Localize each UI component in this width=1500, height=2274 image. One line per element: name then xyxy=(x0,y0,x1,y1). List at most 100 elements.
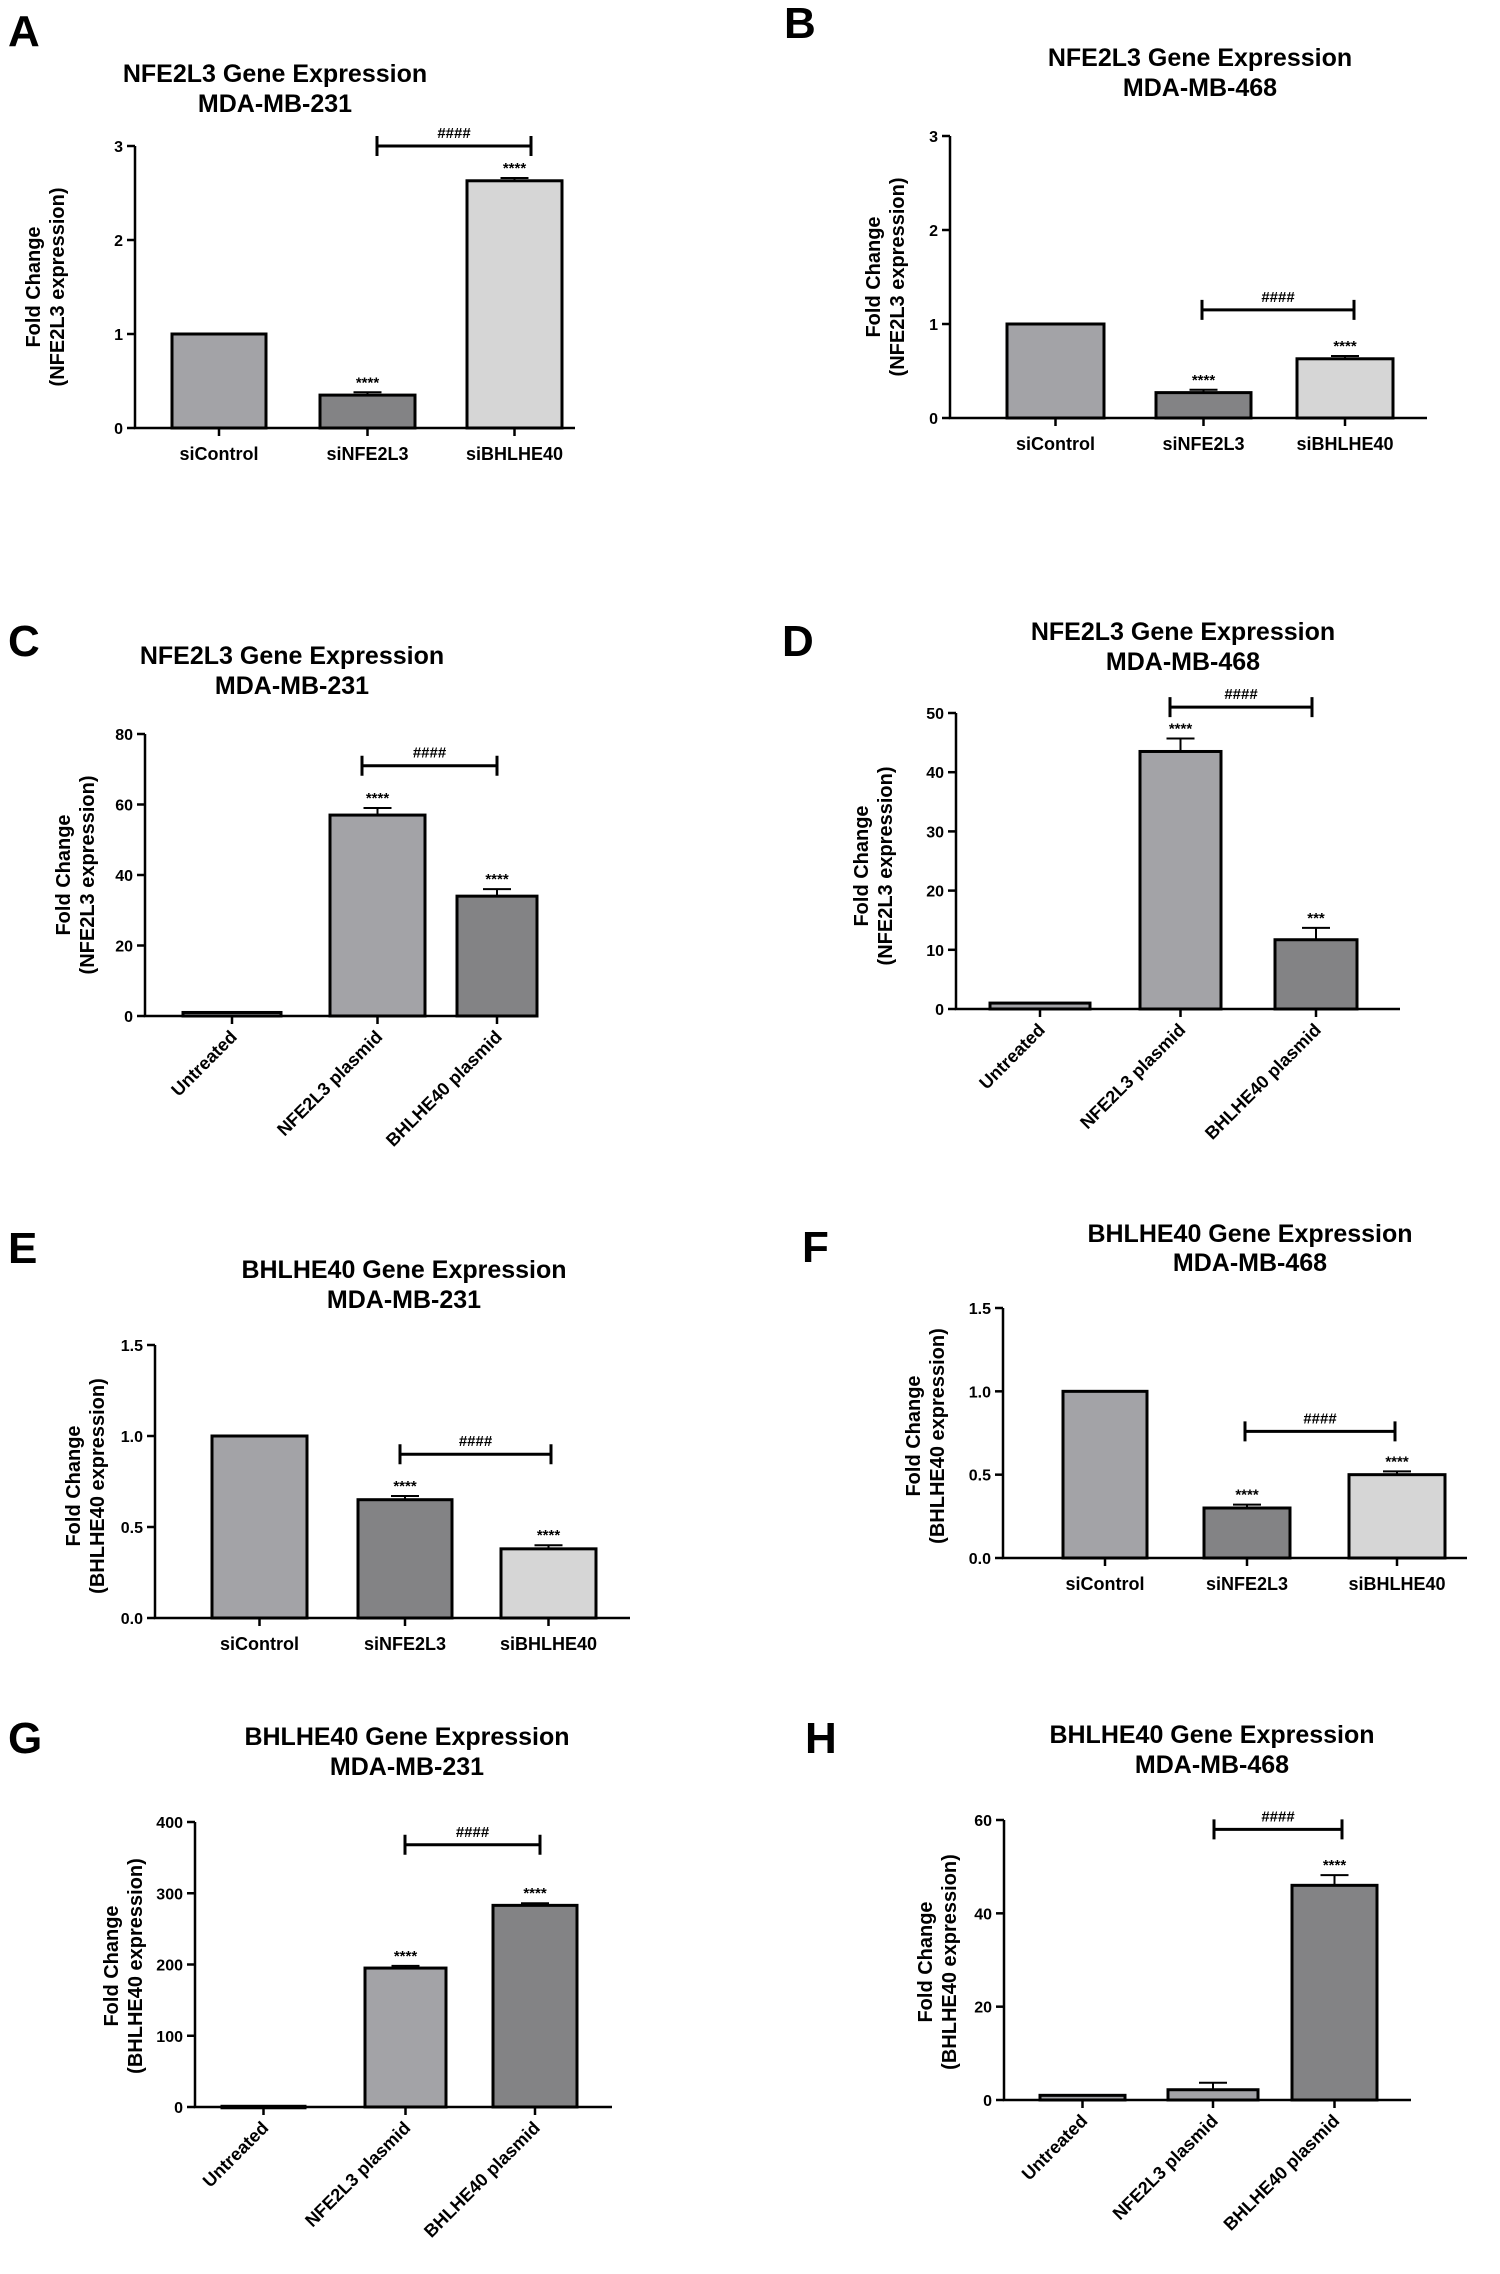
chart-subtitle: MDA-MB-468 xyxy=(1173,1249,1327,1277)
y-tick-label: 3 xyxy=(114,139,123,156)
bar-sinfe2l3 xyxy=(356,1498,454,1620)
y-tick-label: 0 xyxy=(124,1009,133,1026)
significance-label: **** xyxy=(356,374,380,391)
y-tick-label: 1 xyxy=(929,317,938,334)
bar-sibhlhe40 xyxy=(1295,357,1395,420)
significance-label: **** xyxy=(523,1885,547,1902)
bracket-label: #### xyxy=(459,1433,493,1450)
x-category-label: Untreated xyxy=(167,1027,241,1101)
x-category-label: siNFE2L3 xyxy=(326,444,408,464)
significance-label: **** xyxy=(366,790,390,807)
bar-nfe2l3-plasmid xyxy=(363,1966,448,2109)
significance-label: **** xyxy=(393,1478,417,1495)
error-bar xyxy=(1166,737,1195,752)
y-tick-label: 1.0 xyxy=(969,1384,991,1401)
bar-bhlhe40-plasmid xyxy=(1273,938,1359,1011)
panel-letter: F xyxy=(802,1223,829,1272)
chart-title: NFE2L3 Gene Expression xyxy=(140,642,444,670)
y-tick-label: 0.5 xyxy=(969,1468,991,1485)
x-category-label: Untreated xyxy=(975,1020,1049,1094)
y-tick-label: 40 xyxy=(926,765,944,782)
chart-subtitle: MDA-MB-231 xyxy=(327,1286,481,1314)
significance-label: **** xyxy=(394,1948,418,1965)
error-bar xyxy=(1199,2081,1227,2090)
y-axis-label: Fold Change (NFE2L3 expression) xyxy=(851,767,897,966)
chart-title: BHLHE40 Gene Expression xyxy=(1087,1220,1412,1248)
comparison-bracket xyxy=(1212,1819,1344,1840)
bracket-label: #### xyxy=(1261,1808,1295,1825)
chart-subtitle: MDA-MB-468 xyxy=(1106,648,1260,676)
error-bar xyxy=(1331,354,1359,359)
y-axis-label: Fold Change (NFE2L3 expression) xyxy=(863,178,909,377)
y-tick-label: 2 xyxy=(929,223,938,240)
bar-sicontrol xyxy=(1005,322,1106,420)
error-bar xyxy=(391,1964,420,1969)
chart-subtitle: MDA-MB-231 xyxy=(215,672,369,700)
y-tick-label: 2 xyxy=(114,233,123,250)
comparison-bracket xyxy=(360,755,499,776)
bar-bhlhe40-plasmid xyxy=(455,894,539,1018)
y-tick-label: 400 xyxy=(156,1815,183,1832)
x-category-label: siBHLHE40 xyxy=(500,1634,597,1654)
significance-label: **** xyxy=(503,160,527,177)
chart-subtitle: MDA-MB-468 xyxy=(1135,1751,1289,1779)
x-category-label: siControl xyxy=(180,444,259,464)
y-tick-label: 80 xyxy=(115,727,133,744)
y-tick-label: 0 xyxy=(114,421,123,438)
y-tick-label: 10 xyxy=(926,943,944,960)
y-tick-label: 300 xyxy=(156,1886,183,1903)
y-tick-label: 20 xyxy=(974,2000,992,2017)
chart-subtitle: MDA-MB-231 xyxy=(198,90,352,118)
x-category-label: BHLHE40 plasmid xyxy=(420,2118,544,2242)
x-category-label: siControl xyxy=(1066,1574,1145,1594)
comparison-bracket xyxy=(375,136,533,156)
y-axis-label: Fold Change (BHLHE40 expression) xyxy=(101,1858,147,2074)
bar-sinfe2l3 xyxy=(318,393,417,430)
y-tick-label: 20 xyxy=(926,884,944,901)
bracket-label: #### xyxy=(413,745,447,762)
error-bar xyxy=(1320,1874,1349,1886)
bar-bhlhe40-plasmid xyxy=(491,1903,579,2109)
x-category-label: BHLHE40 plasmid xyxy=(382,1027,506,1151)
y-tick-label: 0 xyxy=(935,1002,944,1019)
bar-nfe2l3-plasmid xyxy=(1138,749,1223,1011)
y-tick-label: 1.5 xyxy=(969,1301,991,1318)
error-bar xyxy=(353,391,382,396)
chart-title: NFE2L3 Gene Expression xyxy=(1031,618,1335,646)
y-axis-label: Fold Change (NFE2L3 expression) xyxy=(53,776,99,975)
chart-title: NFE2L3 Gene Expression xyxy=(123,60,427,88)
x-category-label: Untreated xyxy=(1018,2111,1092,2185)
x-category-label: NFE2L3 plasmid xyxy=(301,2118,414,2231)
x-category-label: siControl xyxy=(1016,434,1095,454)
panel-letter: C xyxy=(8,617,40,666)
chart-subtitle: MDA-MB-231 xyxy=(330,1753,484,1781)
bar-nfe2l3-plasmid xyxy=(1166,2088,1260,2102)
bracket-label: #### xyxy=(437,125,471,142)
chart-subtitle: MDA-MB-468 xyxy=(1123,74,1277,102)
y-tick-label: 50 xyxy=(926,706,944,723)
x-category-label: NFE2L3 plasmid xyxy=(1076,1020,1189,1133)
error-bar xyxy=(1233,1503,1261,1508)
bracket-label: #### xyxy=(1224,686,1258,703)
significance-label: **** xyxy=(1235,1487,1259,1504)
error-bar xyxy=(534,1544,563,1549)
y-tick-label: 3 xyxy=(929,129,938,146)
error-bar xyxy=(391,1495,419,1500)
y-axis-label: Fold Change (BHLHE40 expression) xyxy=(915,1854,961,2070)
comparison-bracket xyxy=(1168,697,1314,718)
error-bar xyxy=(1302,926,1330,940)
y-axis-label: Fold Change (NFE2L3 expression) xyxy=(23,188,69,387)
x-category-label: siNFE2L3 xyxy=(1162,434,1244,454)
bracket-label: #### xyxy=(456,1824,490,1841)
x-category-label: NFE2L3 plasmid xyxy=(1109,2111,1222,2224)
y-tick-label: 0.0 xyxy=(969,1551,991,1568)
y-tick-label: 1 xyxy=(114,327,123,344)
y-tick-label: 60 xyxy=(974,1813,992,1830)
y-tick-label: 0 xyxy=(929,411,938,428)
bar-sicontrol xyxy=(1061,1389,1149,1560)
